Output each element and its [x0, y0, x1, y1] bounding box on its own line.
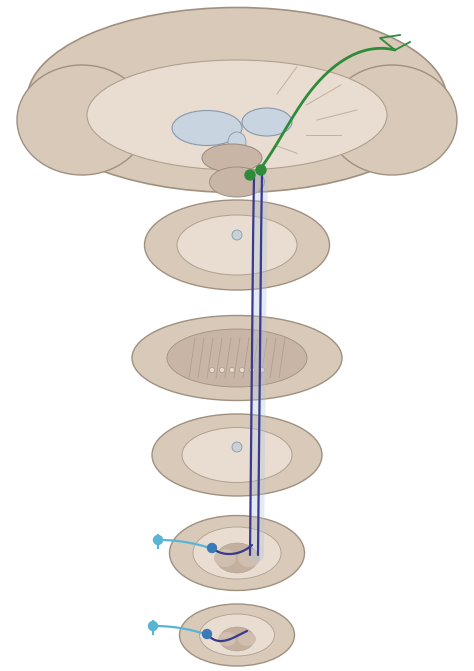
Circle shape [232, 442, 242, 452]
Ellipse shape [145, 200, 329, 290]
Circle shape [148, 621, 157, 631]
Ellipse shape [172, 111, 242, 146]
Circle shape [229, 368, 235, 372]
Ellipse shape [216, 543, 258, 573]
Ellipse shape [182, 427, 292, 482]
Circle shape [249, 368, 255, 372]
Circle shape [202, 629, 211, 639]
Ellipse shape [27, 7, 447, 193]
Ellipse shape [327, 65, 457, 175]
Ellipse shape [242, 108, 292, 136]
Circle shape [219, 368, 225, 372]
Ellipse shape [214, 549, 236, 567]
Ellipse shape [132, 315, 342, 401]
Ellipse shape [210, 167, 264, 197]
Ellipse shape [152, 414, 322, 496]
Circle shape [256, 165, 266, 175]
Ellipse shape [202, 144, 262, 172]
Circle shape [232, 230, 242, 240]
Ellipse shape [87, 60, 387, 170]
Ellipse shape [228, 132, 246, 152]
Circle shape [154, 535, 163, 544]
Circle shape [210, 368, 215, 372]
Ellipse shape [238, 549, 260, 567]
Circle shape [208, 544, 217, 552]
Ellipse shape [200, 614, 274, 656]
Ellipse shape [17, 65, 147, 175]
Circle shape [245, 170, 255, 180]
Circle shape [259, 368, 264, 372]
Ellipse shape [167, 329, 307, 387]
Ellipse shape [180, 604, 294, 666]
Ellipse shape [177, 215, 297, 275]
Circle shape [239, 368, 245, 372]
Ellipse shape [193, 527, 281, 579]
Ellipse shape [219, 627, 255, 651]
Ellipse shape [218, 632, 236, 646]
Ellipse shape [238, 632, 256, 646]
Ellipse shape [170, 515, 304, 590]
